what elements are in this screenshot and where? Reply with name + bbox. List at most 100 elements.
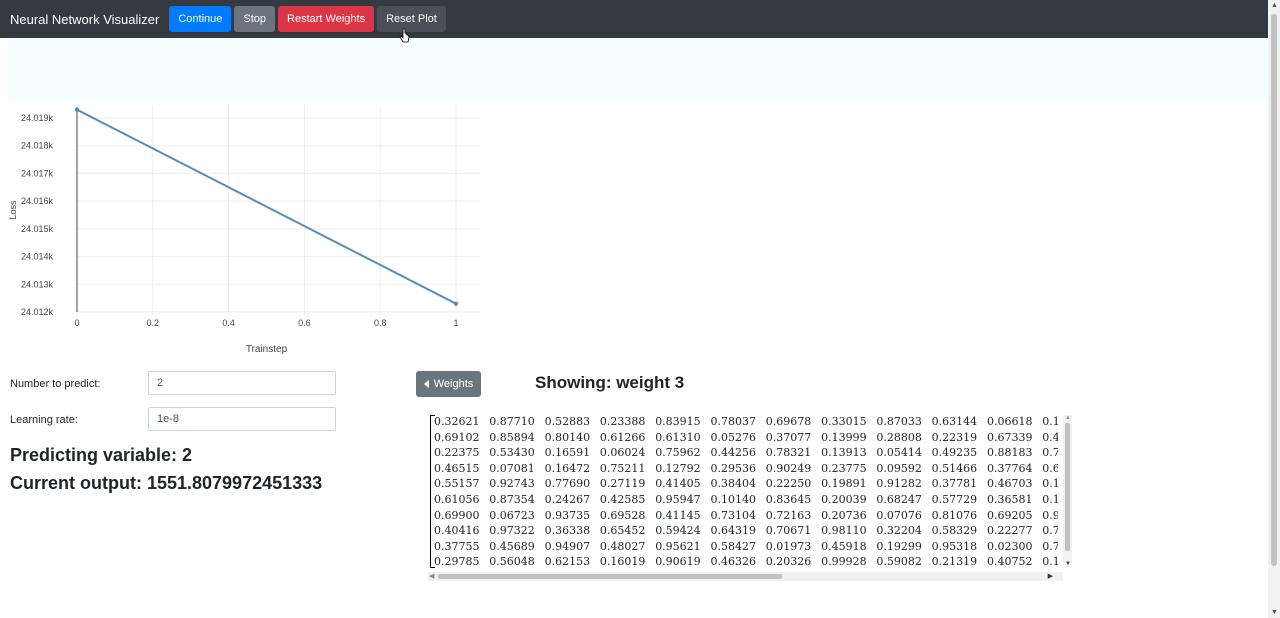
matrix-cell: 0.72163 (765, 508, 812, 522)
matrix-cell: 0.48027 (599, 539, 646, 553)
matrix-cell: 0.94907 (544, 539, 591, 553)
matrix-cell: 0.69205 (986, 508, 1033, 522)
continue-button[interactable]: Continue (169, 6, 232, 32)
matrix-cell: 0.20736 (821, 508, 867, 522)
reset-plot-button[interactable]: Reset Plot (377, 6, 446, 32)
matrix-cell: 0.9 (1042, 508, 1058, 522)
number-to-predict-input[interactable] (148, 371, 336, 395)
x-tick-label: 0.4 (222, 318, 235, 328)
matrix-cell: 0.95621 (655, 539, 701, 553)
matrix-row: 0.61056 0.87354 0.24267 0.42585 0.95947 0.101… (434, 492, 1058, 508)
y-tick-label: 24.014k (21, 252, 54, 262)
page-scroll-thumb[interactable] (1271, 14, 1277, 566)
matrix-cell: 0.73104 (710, 508, 756, 522)
matrix-cell: 0.24267 (544, 492, 591, 506)
matrix-cell: 0.36338 (544, 524, 591, 538)
matrix-cell: 0.87710 (489, 415, 535, 428)
matrix-cell: 0.69528 (599, 508, 646, 522)
matrix-cell: 0.95318 (931, 539, 978, 553)
matrix-cell: 0.1 (1042, 555, 1058, 569)
matrix-cell: 0.13913 (821, 446, 867, 460)
y-tick-label: 24.016k (21, 196, 54, 206)
matrix-row: 0.22375 0.53430 0.16591 0.06024 0.75962 0.442… (434, 445, 1058, 461)
matrix-cell: 0.19299 (876, 539, 922, 553)
matrix-cell: 0.40416 (434, 524, 480, 538)
matrix-cell: 0.7 (1042, 524, 1058, 538)
matrix-cell: 0.90249 (765, 461, 812, 475)
matrix-row: 0.29785 0.56048 0.62153 0.16019 0.90619 0.463… (434, 554, 1058, 570)
matrix-cell: 0.62153 (544, 555, 591, 569)
matrix-cell: 0.78037 (710, 415, 756, 428)
matrix-cell: 0.4 (1042, 430, 1058, 444)
matrix-cell: 0.69102 (434, 430, 480, 444)
weights-dropdown-button[interactable]: Weights (416, 371, 481, 397)
matrix-cell: 0.87033 (876, 415, 922, 428)
matrix-cell: 0.01973 (765, 539, 812, 553)
loss-chart[interactable]: 0 0.2 0.4 0.6 0.8 1 24.012k 24.013k 24.014k 24.01… (0, 100, 490, 362)
matrix-row: 0.40416 0.97322 0.36338 0.65452 0.59424 0.643… (434, 523, 1058, 539)
matrix-cell: 0.98110 (821, 524, 867, 538)
mouse-pointer-icon (399, 28, 410, 43)
matrix-cell: 0.77690 (544, 477, 591, 491)
y-tick-label: 24.015k (21, 224, 54, 234)
matrix-row: 0.69102 0.85894 0.80140 0.61266 0.61310 0.052… (434, 430, 1058, 446)
page-scrollbar[interactable]: ▲ ▼ (1268, 0, 1280, 618)
matrix-cell: 0.36581 (986, 492, 1033, 506)
restart-weights-button[interactable]: Restart Weights (278, 6, 375, 32)
scroll-up-icon[interactable]: ▲ (1065, 415, 1071, 421)
matrix-row: 0.55157 0.92743 0.77690 0.27119 0.41405 0.384… (434, 476, 1058, 492)
matrix-cell: 0.90619 (655, 555, 701, 569)
matrix-cell: 0.99928 (821, 555, 867, 569)
matrix-cell: 0.37764 (986, 461, 1033, 475)
matrix-cell: 0.46326 (710, 555, 756, 569)
matrix-cell: 0.7 (1042, 446, 1058, 460)
matrix-cell: 0.78321 (765, 446, 812, 460)
matrix-horizontal-scroll-thumb[interactable] (438, 574, 782, 579)
matrix-cell: 0.80140 (544, 430, 591, 444)
matrix-cell: 0.70671 (765, 524, 812, 538)
matrix-cell: 0.63144 (931, 415, 978, 428)
matrix-row: 0.37755 0.45689 0.94907 0.48027 0.95621 0.584… (434, 539, 1058, 555)
scroll-right-icon[interactable]: ▶ (1047, 573, 1053, 580)
matrix-cell: 0.58427 (710, 539, 756, 553)
navbar: Neural Network Visualizer Continue Stop … (0, 0, 1268, 38)
matrix-cell: 0.57729 (931, 492, 978, 506)
x-tick-label: 0 (74, 318, 79, 328)
app-title[interactable]: Neural Network Visualizer (10, 11, 160, 27)
matrix-cell: 0.32204 (876, 524, 922, 538)
loss-point (453, 301, 459, 306)
matrix-cell: 0.22277 (986, 524, 1033, 538)
matrix-cell: 0.59424 (655, 524, 701, 538)
matrix-cell: 0.46703 (986, 477, 1033, 491)
y-tick-label: 24.019k (21, 113, 54, 123)
showing-weight-title: Showing: weight 3 (535, 373, 685, 392)
matrix-vertical-scrollbar[interactable]: ▲ ▼ (1063, 415, 1072, 567)
matrix-cell: 0.28808 (876, 430, 922, 444)
matrix-vertical-scroll-thumb[interactable] (1065, 423, 1070, 551)
weight-matrix[interactable]: 0.32621 0.87710 0.52883 0.23388 0.83915 0.780… (428, 413, 1072, 581)
matrix-cell: 0.83645 (765, 492, 812, 506)
matrix-horizontal-scrollbar[interactable]: ◀ ▶ (428, 572, 1063, 581)
matrix-cell: 0.22250 (765, 477, 812, 491)
matrix-cell: 0.83915 (655, 415, 701, 428)
matrix-cell: 0.21319 (931, 555, 978, 569)
matrix-cell: 0.40752 (986, 555, 1033, 569)
matrix-cell: 0.1 (1042, 415, 1058, 428)
loss-line (76, 108, 457, 305)
matrix-cell: 0.65452 (599, 524, 646, 538)
scroll-left-icon[interactable]: ◀ (429, 573, 435, 580)
x-tick-label: 0.2 (147, 318, 160, 328)
scroll-down-icon[interactable]: ▼ (1065, 561, 1071, 567)
stop-button[interactable]: Stop (234, 6, 276, 32)
matrix-cell: 0.61056 (434, 492, 480, 506)
learning-rate-input[interactable] (148, 407, 336, 431)
y-tick-label: 24.012k (21, 307, 54, 317)
y-tick-label: 24.013k (21, 279, 54, 289)
weights-button-label: Weights (433, 378, 474, 390)
y-tick-label: 24.018k (21, 141, 54, 151)
page-scroll-down-icon[interactable]: ▼ (1271, 609, 1278, 616)
matrix-cell: 0.41405 (655, 477, 701, 491)
matrix-cell: 0.37077 (765, 430, 812, 444)
page-scroll-up-icon[interactable]: ▲ (1271, 2, 1278, 9)
matrix-cell: 0.53430 (489, 446, 535, 460)
